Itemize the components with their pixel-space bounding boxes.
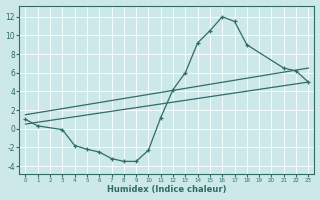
X-axis label: Humidex (Indice chaleur): Humidex (Indice chaleur) <box>107 185 227 194</box>
